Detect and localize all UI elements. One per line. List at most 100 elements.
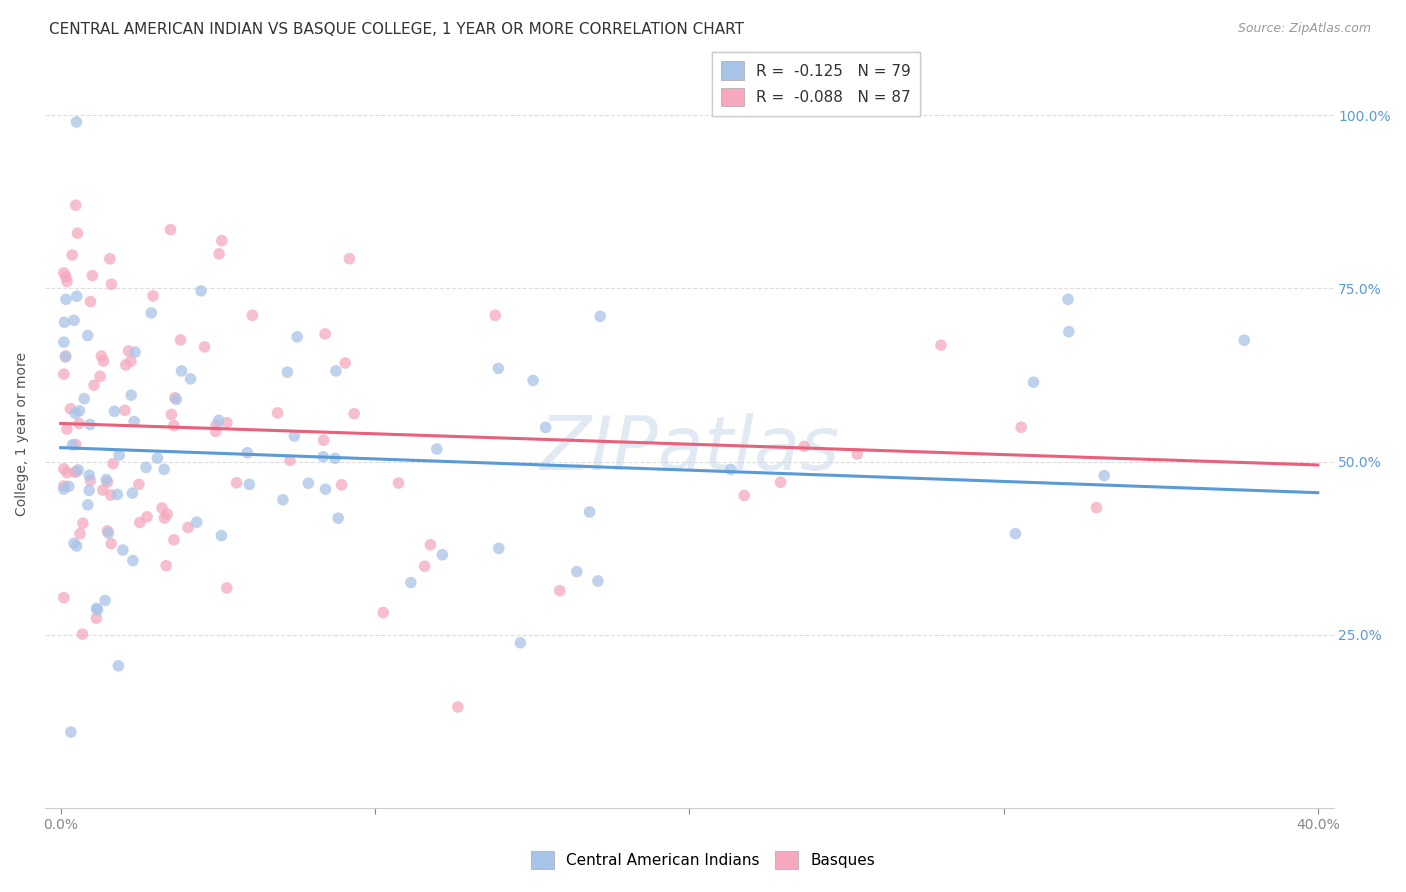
- Point: [96, 524, 118, 538]
- Point: [141, 306, 163, 320]
- Legend: R =  -0.125   N = 79, R =  -0.088   N = 87: R = -0.125 N = 79, R = -0.088 N = 87: [711, 53, 920, 116]
- Point: [69, 404, 91, 418]
- Point: [108, 448, 131, 462]
- Point: [399, 575, 422, 590]
- Point: [90, 349, 112, 363]
- Point: [59, 725, 82, 739]
- Point: [100, 277, 122, 292]
- Point: [86, 601, 108, 615]
- Point: [53, 315, 76, 329]
- Point: [323, 451, 346, 466]
- Point: [66, 289, 89, 303]
- Point: [146, 451, 169, 466]
- Text: ZIPatlas: ZIPatlas: [538, 413, 839, 484]
- Point: [278, 453, 301, 467]
- Point: [484, 309, 506, 323]
- Point: [58, 479, 80, 493]
- Point: [846, 447, 869, 461]
- Point: [193, 340, 215, 354]
- Point: [124, 345, 146, 359]
- Point: [211, 234, 233, 248]
- Point: [96, 475, 118, 489]
- Point: [59, 401, 82, 416]
- Point: [79, 417, 101, 432]
- Point: [330, 478, 353, 492]
- Point: [83, 378, 105, 392]
- Point: [419, 538, 441, 552]
- Point: [242, 308, 264, 322]
- Point: [509, 636, 531, 650]
- Point: [122, 553, 145, 567]
- Point: [72, 516, 94, 531]
- Point: [63, 313, 86, 327]
- Point: [225, 475, 247, 490]
- Point: [107, 658, 129, 673]
- Point: [77, 483, 100, 498]
- Point: [266, 406, 288, 420]
- Point: [929, 338, 952, 352]
- Point: [122, 415, 145, 429]
- Point: [56, 422, 79, 436]
- Point: [52, 482, 75, 496]
- Point: [586, 574, 609, 588]
- Point: [1085, 500, 1108, 515]
- Point: [1233, 333, 1256, 347]
- Point: [328, 511, 350, 525]
- Point: [62, 438, 84, 452]
- Point: [426, 442, 449, 456]
- Point: [63, 465, 86, 479]
- Point: [1057, 325, 1080, 339]
- Point: [107, 487, 129, 501]
- Point: [55, 349, 77, 363]
- Point: [548, 583, 571, 598]
- Point: [55, 350, 77, 364]
- Point: [82, 268, 104, 283]
- Point: [432, 548, 454, 562]
- Point: [97, 526, 120, 541]
- Point: [67, 463, 90, 477]
- Point: [190, 284, 212, 298]
- Point: [373, 606, 395, 620]
- Point: [52, 479, 75, 493]
- Point: [121, 486, 143, 500]
- Legend: Central American Indians, Basques: Central American Indians, Basques: [524, 845, 882, 875]
- Text: Source: ZipAtlas.com: Source: ZipAtlas.com: [1237, 22, 1371, 36]
- Point: [215, 581, 238, 595]
- Point: [56, 466, 79, 480]
- Point: [65, 198, 87, 212]
- Point: [55, 269, 77, 284]
- Point: [285, 330, 308, 344]
- Point: [205, 418, 228, 433]
- Point: [155, 558, 177, 573]
- Point: [337, 252, 360, 266]
- Point: [283, 429, 305, 443]
- Point: [208, 247, 231, 261]
- Point: [153, 511, 176, 525]
- Point: [103, 404, 125, 418]
- Point: [169, 333, 191, 347]
- Point: [315, 482, 337, 496]
- Point: [86, 603, 108, 617]
- Point: [77, 468, 100, 483]
- Point: [65, 437, 87, 451]
- Point: [522, 373, 544, 387]
- Point: [209, 528, 232, 542]
- Point: [76, 328, 98, 343]
- Point: [100, 488, 122, 502]
- Point: [60, 248, 83, 262]
- Point: [170, 364, 193, 378]
- Point: [156, 507, 179, 521]
- Point: [89, 369, 111, 384]
- Point: [128, 477, 150, 491]
- Point: [565, 565, 588, 579]
- Point: [96, 473, 118, 487]
- Point: [56, 275, 79, 289]
- Point: [163, 533, 186, 547]
- Point: [312, 450, 335, 464]
- Point: [66, 226, 89, 240]
- Point: [73, 392, 96, 406]
- Point: [163, 391, 186, 405]
- Point: [271, 492, 294, 507]
- Point: [98, 252, 121, 266]
- Point: [733, 488, 755, 502]
